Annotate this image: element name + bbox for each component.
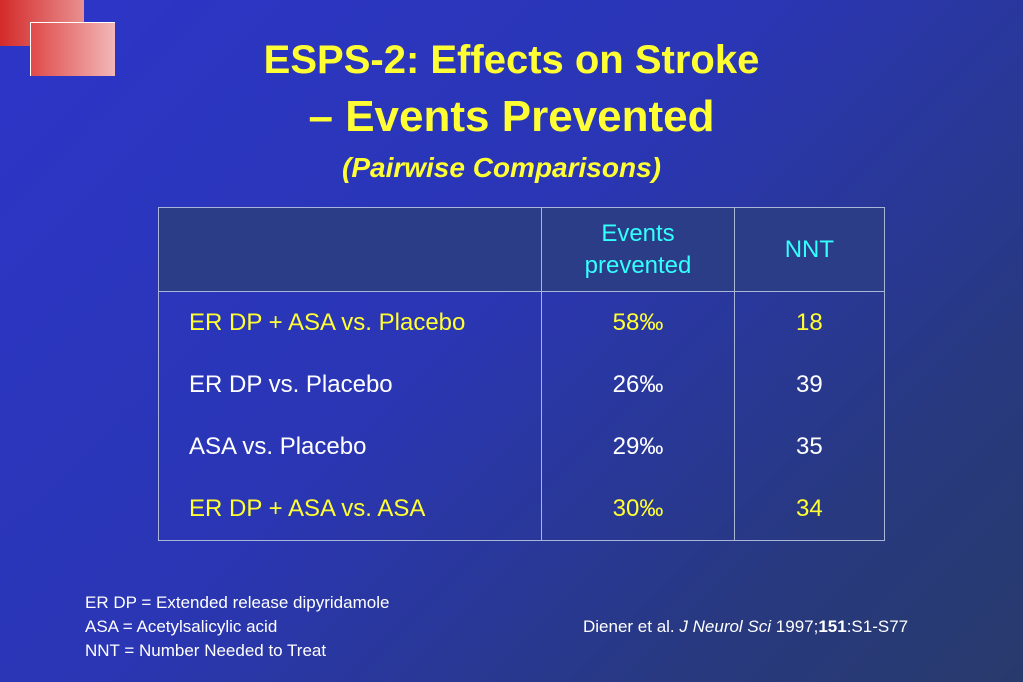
table-row: ER DP + ASA vs. Placebo 58‰ 18 bbox=[157, 291, 886, 354]
table-row: ER DP + ASA vs. ASA 30‰ 34 bbox=[157, 478, 886, 541]
footnote-asa: ASA = Acetylsalicylic acid bbox=[85, 617, 278, 636]
slide-title-line1: ESPS-2: Effects on Stroke bbox=[263, 38, 760, 82]
row-nnt: 34 bbox=[733, 478, 886, 541]
footnote-nnt: NNT = Number Needed to Treat bbox=[85, 641, 327, 660]
header-nnt: NNT bbox=[733, 207, 886, 292]
citation-authors: Diener et al. bbox=[583, 617, 675, 636]
row-events: 29‰ bbox=[541, 416, 735, 478]
decorative-red-square-2 bbox=[30, 22, 115, 76]
slide-title-line2: – Events Prevented bbox=[308, 92, 715, 141]
table-row: ASA vs. Placebo 29‰ 35 bbox=[157, 416, 886, 478]
row-nnt: 18 bbox=[733, 291, 886, 354]
slide-subtitle: (Pairwise Comparisons) bbox=[342, 152, 661, 183]
header-events-prevented: Events prevented bbox=[541, 207, 735, 292]
header-empty bbox=[157, 207, 543, 292]
citation-pages: :S1-S77 bbox=[846, 617, 909, 636]
row-events: 26‰ bbox=[541, 354, 735, 416]
row-label: ER DP vs. Placebo bbox=[157, 354, 543, 416]
citation-year: 1997; bbox=[775, 617, 819, 636]
row-nnt: 35 bbox=[733, 416, 886, 478]
footnote-erdp: ER DP = Extended release dipyridamole bbox=[85, 593, 390, 612]
row-label: ER DP + ASA vs. Placebo bbox=[157, 291, 543, 354]
results-table: Events prevented NNT ER DP + ASA vs. Pla… bbox=[157, 207, 886, 541]
row-events: 58‰ bbox=[541, 291, 735, 354]
table-header-row: Events prevented NNT bbox=[157, 207, 886, 292]
footnotes: ER DP = Extended release dipyridamole AS… bbox=[85, 591, 389, 663]
row-label: ER DP + ASA vs. ASA bbox=[157, 478, 543, 541]
citation-journal: J Neurol Sci bbox=[679, 617, 772, 636]
row-nnt: 39 bbox=[733, 354, 886, 416]
row-events: 30‰ bbox=[541, 478, 735, 541]
citation: Diener et al. J Neurol Sci 1997;151:S1-S… bbox=[583, 615, 908, 639]
table-row: ER DP vs. Placebo 26‰ 39 bbox=[157, 354, 886, 416]
citation-volume: 151 bbox=[818, 617, 847, 636]
row-label: ASA vs. Placebo bbox=[157, 416, 543, 478]
